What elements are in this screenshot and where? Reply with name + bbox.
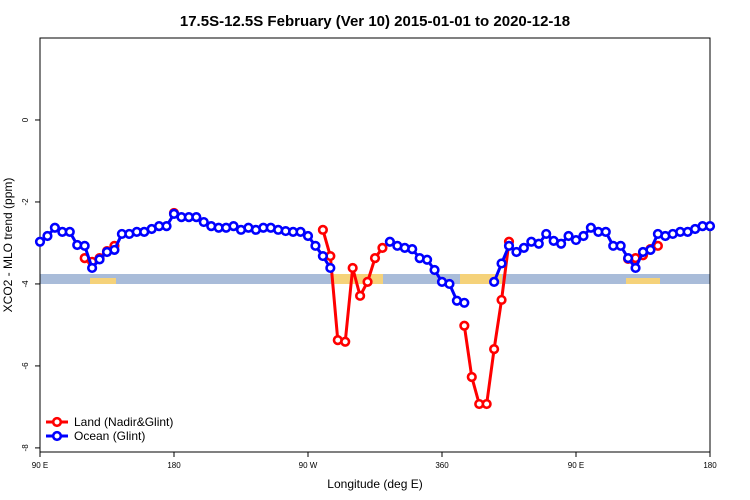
point: [623, 253, 634, 264]
point: [34, 236, 46, 247]
point: [161, 221, 172, 232]
point: [630, 262, 641, 274]
x-tick-label: 180: [703, 461, 717, 470]
point: [541, 228, 552, 240]
point: [42, 230, 53, 242]
point: [518, 242, 529, 253]
point: [585, 222, 596, 233]
point: [198, 216, 209, 228]
point: [652, 240, 663, 251]
legend-swatch: [51, 416, 63, 428]
point: [533, 238, 544, 249]
point: [704, 221, 716, 232]
land-band: [333, 274, 383, 284]
land-band: [460, 274, 502, 284]
land-band: [90, 278, 116, 284]
point: [407, 243, 418, 255]
point: [578, 230, 589, 242]
point: [325, 262, 336, 274]
point: [362, 276, 373, 287]
x-tick-label: 180: [167, 461, 181, 470]
point: [87, 262, 98, 274]
legend-label: Land (Nadir&Glint): [74, 415, 173, 429]
point: [556, 238, 567, 249]
point: [317, 250, 328, 262]
land-band: [626, 278, 660, 284]
point: [49, 222, 60, 233]
x-tick-label: 90 E: [568, 461, 584, 470]
legend-label: Ocean (Glint): [74, 429, 145, 443]
y-tick-label: -6: [21, 362, 30, 370]
point: [384, 236, 395, 247]
point: [570, 234, 582, 246]
point: [489, 344, 500, 355]
point: [600, 226, 611, 237]
point: [79, 240, 90, 251]
point: [64, 226, 75, 237]
point: [422, 254, 433, 265]
point: [645, 244, 656, 256]
point: [511, 246, 522, 258]
point: [444, 278, 455, 290]
point: [459, 297, 470, 308]
point: [340, 336, 351, 347]
y-axis-label: XCO2 - MLO trend (ppm): [1, 178, 15, 313]
point: [109, 244, 120, 256]
point: [295, 226, 306, 237]
chart-title: 17.5S-12.5S February (Ver 10) 2015-01-01…: [180, 13, 570, 30]
legend-swatch: [51, 430, 63, 442]
point: [310, 240, 321, 251]
point: [191, 212, 202, 223]
point: [496, 294, 507, 306]
x-tick-label: 360: [435, 461, 449, 470]
point: [94, 254, 105, 265]
point: [302, 230, 314, 242]
point: [317, 224, 328, 235]
x-tick-label: 90 E: [32, 461, 48, 470]
point: [347, 262, 358, 274]
point: [615, 240, 626, 251]
point: [369, 253, 381, 264]
point: [355, 290, 366, 301]
point: [496, 258, 507, 269]
point: [481, 398, 492, 410]
point: [563, 230, 574, 242]
y-tick-label: 0: [21, 117, 30, 122]
y-tick-label: -8: [21, 444, 30, 452]
point: [377, 242, 388, 253]
point: [503, 240, 515, 251]
x-tick-label: 90 W: [299, 461, 318, 470]
x-axis-label: Longitude (deg E): [327, 477, 422, 491]
point: [429, 264, 440, 276]
point: [466, 371, 477, 383]
y-tick-label: -2: [21, 198, 30, 206]
point: [459, 320, 470, 331]
y-tick-label: -4: [21, 280, 30, 288]
point: [228, 221, 239, 232]
point: [489, 276, 500, 287]
surface-band: [40, 274, 710, 284]
